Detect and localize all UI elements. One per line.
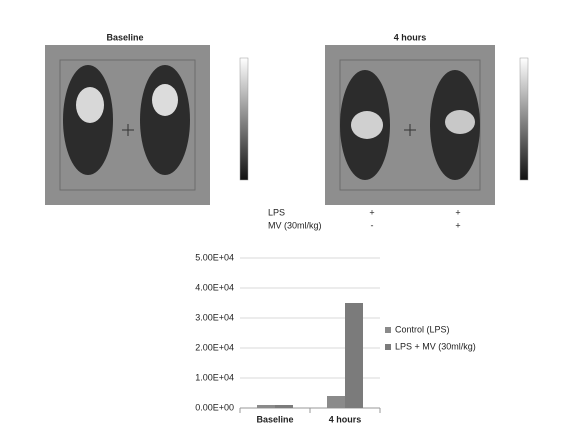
treatment-label: MV (30ml/kg) <box>268 220 322 230</box>
legend-swatch <box>385 344 391 350</box>
right-colorbar <box>520 58 528 180</box>
treatment-sign: + <box>455 207 460 217</box>
panel-title: Baseline <box>106 32 143 42</box>
bar <box>257 405 275 408</box>
treatment-label: LPS <box>268 207 285 217</box>
legend-label: LPS + MV (30ml/kg) <box>395 341 476 351</box>
treatment-sign: + <box>369 207 374 217</box>
y-tick-label: 5.00E+04 <box>195 252 234 262</box>
x-tick-label: Baseline <box>256 414 293 424</box>
x-tick-label: 4 hours <box>329 414 362 424</box>
left-image <box>45 45 210 205</box>
legend-swatch <box>385 327 391 333</box>
right-image <box>325 45 495 205</box>
y-tick-label: 1.00E+04 <box>195 372 234 382</box>
bar <box>275 405 293 408</box>
bar <box>327 396 345 408</box>
y-tick-label: 2.00E+04 <box>195 342 234 352</box>
treatment-sign: - <box>371 220 374 230</box>
bar <box>345 303 363 408</box>
left-colorbar <box>240 58 248 180</box>
y-tick-label: 3.00E+04 <box>195 312 234 322</box>
y-tick-label: 4.00E+04 <box>195 282 234 292</box>
treatment-sign: + <box>455 220 460 230</box>
figure: Baseline 4 hours LPS + + MV (30ml/kg) - … <box>0 0 562 428</box>
legend-label: Control (LPS) <box>395 324 450 334</box>
y-tick-label: 0.00E+00 <box>195 402 234 412</box>
panel-title: 4 hours <box>394 32 427 42</box>
